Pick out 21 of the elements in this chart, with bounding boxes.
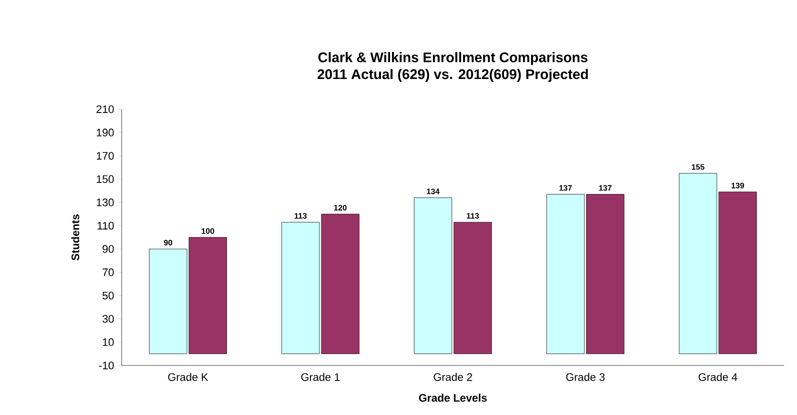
- y-tick-label: 170: [96, 152, 114, 160]
- y-tick-label: 30: [102, 314, 114, 323]
- y-tick-label: 90: [102, 245, 114, 253]
- x-axis-title: Grade Levels: [419, 394, 487, 402]
- x-tick-label: Grade K: [168, 372, 208, 381]
- y-tick-label: 190: [96, 128, 114, 136]
- y-tick-label: 130: [96, 198, 114, 206]
- x-tick-label: Grade 4: [698, 372, 738, 381]
- y-axis-title: Students: [71, 214, 80, 260]
- chart-title: Clark & Wilkins Enrollment Comparisons: [318, 52, 588, 65]
- y-tick-label: 210: [96, 105, 114, 114]
- x-tick-label: Grade 2: [434, 372, 472, 381]
- y-tick-label: 50: [102, 292, 114, 300]
- y-tick-label: 110: [98, 222, 114, 230]
- y-tick-label: 10: [102, 338, 114, 346]
- y-tick-label: 150: [96, 175, 114, 183]
- y-tick-label: -10: [98, 362, 114, 370]
- y-tick-label: 70: [102, 268, 114, 276]
- x-tick-label: Grade 3: [566, 372, 605, 381]
- chart-subtitle: 2011 Actual (629) vs. 2012(609) Projected: [317, 68, 588, 82]
- x-tick-label: Grade 1: [301, 372, 340, 381]
